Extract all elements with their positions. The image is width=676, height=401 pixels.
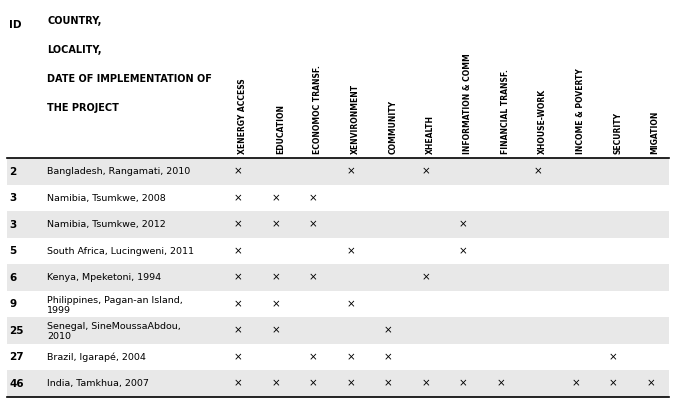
Text: ×: × [346,167,355,177]
Text: ×: × [309,273,318,283]
Text: THE PROJECT: THE PROJECT [47,103,119,113]
Text: ×: × [608,352,617,362]
Text: Namibia, Tsumkwe, 2008: Namibia, Tsumkwe, 2008 [47,194,166,203]
Bar [7,264,669,291]
Text: ×: × [309,220,318,230]
Text: ×: × [234,299,243,309]
Text: Brazil, Igarapé, 2004: Brazil, Igarapé, 2004 [47,352,146,362]
Text: ECONOMOC TRANSF.: ECONOMOC TRANSF. [314,65,322,154]
Text: ×: × [459,220,468,230]
Bar [7,371,669,397]
Text: ×: × [309,193,318,203]
Text: XENERGY ACCESS: XENERGY ACCESS [239,79,247,154]
Text: ×: × [346,379,355,389]
Text: ×: × [234,379,243,389]
Text: ×: × [384,326,393,336]
Bar [7,238,669,264]
Text: LOCALITY,: LOCALITY, [47,45,102,55]
Text: ×: × [571,379,580,389]
Text: ×: × [496,379,505,389]
Text: 6: 6 [9,273,17,283]
Text: XHEALTH: XHEALTH [426,115,435,154]
Text: ×: × [384,379,393,389]
Text: India, Tamkhua, 2007: India, Tamkhua, 2007 [47,379,149,388]
Text: Philippines, Pagan-an Island,: Philippines, Pagan-an Island, [47,296,183,305]
Text: 2010: 2010 [47,332,72,341]
Text: FINANCIAL TRANSF.: FINANCIAL TRANSF. [501,69,510,154]
Text: ×: × [234,352,243,362]
Text: ×: × [272,220,281,230]
Text: ×: × [272,326,281,336]
Text: ×: × [346,299,355,309]
Text: INCOME & POVERTY: INCOME & POVERTY [575,69,585,154]
Text: ×: × [534,167,543,177]
Text: 9: 9 [9,299,17,309]
Text: 1999: 1999 [47,306,72,314]
Text: ×: × [272,273,281,283]
Text: 3: 3 [9,193,17,203]
Text: EDUCATION: EDUCATION [276,104,285,154]
Text: COUNTRY,: COUNTRY, [47,16,101,26]
Text: ×: × [234,326,243,336]
Text: 46: 46 [9,379,24,389]
Text: ×: × [459,246,468,256]
Text: INFORMATION & COMM: INFORMATION & COMM [463,54,473,154]
Text: COMMUNITY: COMMUNITY [388,100,397,154]
Text: ×: × [234,273,243,283]
Text: Namibia, Tsumkwe, 2012: Namibia, Tsumkwe, 2012 [47,220,166,229]
Text: ×: × [346,352,355,362]
Text: XHOUSE-WORK: XHOUSE-WORK [538,89,547,154]
Text: Bangladesh, Rangamati, 2010: Bangladesh, Rangamati, 2010 [47,167,191,176]
Text: South Africa, Lucingweni, 2011: South Africa, Lucingweni, 2011 [47,247,194,256]
Text: ×: × [272,379,281,389]
Text: ×: × [272,299,281,309]
Text: SECURITY: SECURITY [613,112,622,154]
Text: 2: 2 [9,167,17,177]
Text: ID: ID [9,20,22,30]
Text: ×: × [234,220,243,230]
Text: ×: × [234,193,243,203]
Bar [7,158,669,185]
Text: ×: × [234,246,243,256]
Text: 27: 27 [9,352,24,362]
Text: ×: × [309,352,318,362]
Bar [7,344,669,371]
Text: Senegal, SineMoussaAbdou,: Senegal, SineMoussaAbdou, [47,322,181,331]
Text: ×: × [234,167,243,177]
Bar [7,185,669,211]
Bar [7,211,669,238]
Text: ×: × [421,273,430,283]
Bar [7,291,669,318]
Text: ×: × [421,167,430,177]
Bar [7,4,669,158]
Text: ×: × [384,352,393,362]
Text: ×: × [421,379,430,389]
Text: ×: × [309,379,318,389]
Text: ×: × [459,379,468,389]
Text: DATE OF IMPLEMENTATION OF: DATE OF IMPLEMENTATION OF [47,74,212,84]
Text: ×: × [646,379,655,389]
Text: XENVIRONMENT: XENVIRONMENT [351,84,360,154]
Text: Kenya, Mpeketoni, 1994: Kenya, Mpeketoni, 1994 [47,273,162,282]
Text: 3: 3 [9,220,17,230]
Text: MIGATION: MIGATION [650,111,660,154]
Text: ×: × [272,193,281,203]
Text: 25: 25 [9,326,24,336]
Text: ×: × [346,246,355,256]
Bar [7,318,669,344]
Text: 5: 5 [9,246,17,256]
Text: ×: × [608,379,617,389]
